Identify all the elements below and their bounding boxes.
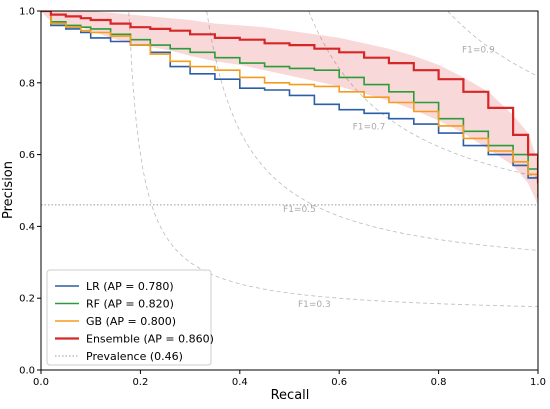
x-tick-label: 0.0: [33, 377, 49, 388]
plot-frame: [40, 10, 539, 371]
x-tick-label: 0.6: [331, 377, 347, 388]
iso-f1-curves: F1=0.3 F1=0.5 F1=0.7 F1=0.9: [128, 11, 538, 310]
y-axis-label: Precision: [1, 161, 16, 219]
series-lines: [41, 11, 538, 198]
legend-label: RF (AP = 0.820): [86, 298, 174, 311]
series-line-ensemble: [41, 11, 538, 184]
y-tick-label: 0.6: [19, 150, 35, 161]
y-tick-label: 0.2: [19, 294, 35, 305]
iso-f1-label: F1=0.9: [462, 45, 495, 55]
series-line-gb: [41, 11, 538, 195]
legend-box: [46, 269, 212, 366]
iso-f1-curve: [308, 11, 538, 178]
x-axis-ticks: 0.0 0.2 0.4 0.6 0.8 1.0: [33, 370, 546, 388]
iso-f1-label: F1=0.3: [298, 300, 331, 310]
ensemble-confidence-band: [41, 11, 538, 205]
y-tick-label: 0.8: [19, 78, 35, 89]
y-tick-label: 0.0: [19, 366, 35, 377]
y-tick-label: 0.4: [19, 222, 35, 233]
x-tick-label: 0.8: [431, 377, 447, 388]
legend-label: GB (AP = 0.800): [86, 315, 176, 328]
iso-f1-label: F1=0.7: [353, 122, 386, 132]
legend: LR (AP = 0.780) RF (AP = 0.820) GB (AP = 0…: [46, 269, 214, 366]
x-tick-label: 0.4: [232, 377, 248, 388]
y-axis-ticks: 0.0 0.2 0.4 0.6 0.8 1.0: [19, 7, 41, 377]
legend-label: Prevalence (0.46): [86, 350, 183, 363]
legend-label: Ensemble (AP = 0.860): [86, 333, 214, 346]
iso-f1-curve: [447, 11, 538, 77]
y-tick-label: 1.0: [19, 7, 35, 18]
iso-f1-curve: [128, 12, 538, 307]
x-tick-label: 1.0: [530, 377, 546, 388]
confidence-band-group: [41, 11, 538, 205]
legend-label: LR (AP = 0.780): [86, 280, 174, 293]
x-axis-label: Recall: [271, 388, 310, 403]
series-line-lr: [41, 11, 538, 198]
iso-f1-label: F1=0.5: [283, 205, 316, 215]
x-tick-label: 0.2: [132, 377, 148, 388]
